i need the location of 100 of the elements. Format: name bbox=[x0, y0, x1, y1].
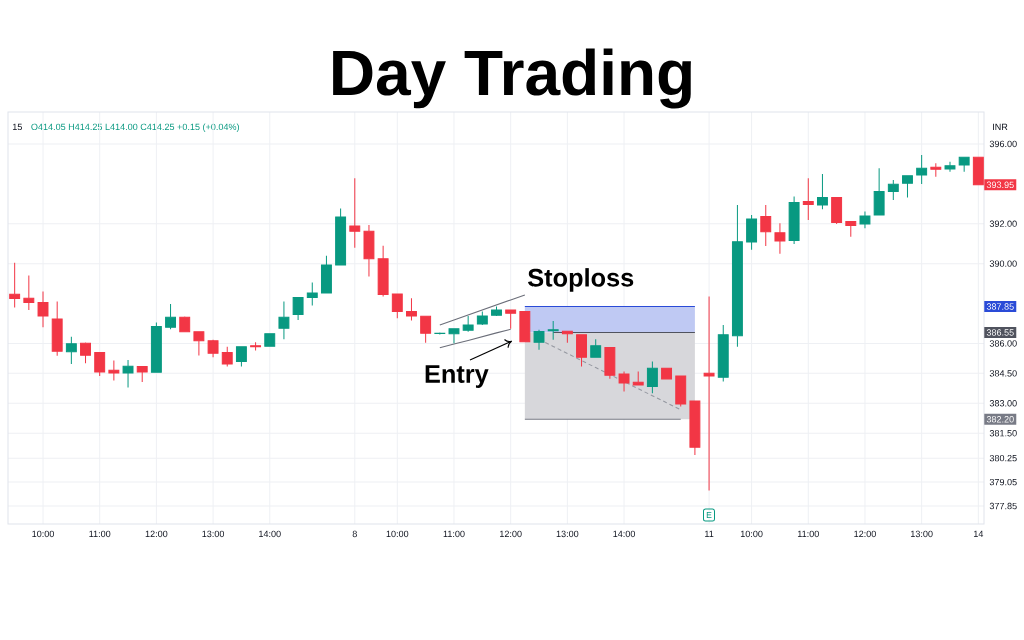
candlestick bbox=[717, 324, 729, 383]
y-tick-label: 390.00 bbox=[989, 260, 1017, 267]
annotation: Entry bbox=[425, 365, 489, 388]
candlestick bbox=[108, 360, 120, 382]
candlestick bbox=[618, 371, 630, 393]
candlestick bbox=[51, 301, 63, 357]
x-tick-label: 10:00 bbox=[740, 530, 763, 538]
candlestick bbox=[306, 282, 318, 307]
candlestick bbox=[80, 341, 91, 364]
candlestick bbox=[476, 311, 488, 326]
candlestick bbox=[845, 221, 857, 238]
annotation: 387.85 bbox=[986, 303, 1014, 310]
candlestick bbox=[632, 371, 644, 387]
candlestick bbox=[816, 173, 828, 210]
candlestick bbox=[264, 333, 276, 347]
candlestick bbox=[179, 316, 191, 333]
annotation: 382.20 bbox=[986, 416, 1014, 423]
x-tick-label: 11 bbox=[705, 530, 714, 537]
candlestick bbox=[150, 321, 162, 374]
annotation: 386.55 bbox=[986, 329, 1014, 336]
candlestick bbox=[760, 204, 772, 247]
candlestick bbox=[859, 211, 871, 229]
candlestick bbox=[462, 315, 474, 333]
candlestick bbox=[235, 345, 247, 368]
y-tick-label: 381.50 bbox=[989, 430, 1017, 437]
candlestick bbox=[37, 291, 49, 328]
candlestick bbox=[65, 336, 77, 365]
y-tick-label: 392.00 bbox=[989, 220, 1017, 227]
x-tick-label: 11:00 bbox=[797, 530, 819, 538]
candlestick bbox=[746, 214, 758, 251]
chart-title: Day Trading bbox=[333, 48, 691, 109]
candlestick bbox=[292, 297, 304, 321]
x-tick-label: 8 bbox=[352, 530, 357, 538]
candlestick bbox=[944, 161, 956, 173]
candlestick bbox=[576, 334, 587, 368]
y-tick-label: 377.85 bbox=[989, 502, 1017, 510]
candlestick bbox=[94, 351, 106, 377]
candlestick bbox=[958, 156, 970, 173]
candlestick bbox=[831, 197, 843, 225]
candlestick bbox=[221, 346, 233, 368]
y-tick-label: 384.50 bbox=[989, 370, 1017, 377]
candlestick bbox=[193, 330, 205, 357]
candlestick bbox=[505, 309, 517, 330]
candlestick bbox=[122, 359, 134, 389]
candlestick bbox=[23, 275, 35, 311]
x-tick-label: 10:00 bbox=[32, 530, 54, 538]
x-tick-label: 13:00 bbox=[911, 530, 933, 538]
candlestick bbox=[136, 365, 148, 383]
candlestick bbox=[887, 179, 899, 201]
x-tick-label: 12:00 bbox=[145, 530, 168, 538]
y-tick-label: 386.00 bbox=[989, 340, 1017, 347]
candlestick bbox=[278, 301, 290, 340]
candlestick bbox=[731, 204, 743, 348]
candlestick bbox=[788, 196, 800, 245]
y-tick-label: 380.25 bbox=[989, 454, 1017, 462]
candlestick bbox=[802, 177, 814, 221]
candlestick bbox=[902, 175, 913, 198]
candlestick bbox=[547, 320, 559, 341]
x-tick-label: 13:00 bbox=[202, 530, 225, 538]
y-tick-label: 379.05 bbox=[989, 478, 1017, 486]
candlestick bbox=[207, 339, 219, 358]
annotation: E bbox=[706, 512, 712, 518]
candlestick bbox=[406, 297, 417, 321]
candlestick bbox=[377, 245, 389, 298]
x-tick-label: 11:00 bbox=[443, 530, 465, 538]
candlestick bbox=[335, 208, 347, 266]
y-tick-label: 383.00 bbox=[989, 400, 1017, 407]
candlestick bbox=[391, 293, 403, 319]
candlestick bbox=[916, 154, 928, 185]
x-tick-label: 13:00 bbox=[556, 530, 579, 538]
candlestick bbox=[930, 162, 942, 178]
candlestick bbox=[320, 255, 332, 294]
text: 15 bbox=[12, 123, 22, 131]
candlestick bbox=[703, 296, 715, 491]
candlestick bbox=[519, 311, 531, 343]
annotation: 393.95 bbox=[986, 181, 1014, 189]
candlestick bbox=[774, 222, 786, 255]
candlestick bbox=[689, 400, 701, 456]
candlestick bbox=[561, 330, 573, 344]
candlestick bbox=[661, 367, 673, 380]
candlestick bbox=[604, 346, 616, 380]
candlestick bbox=[165, 303, 177, 330]
candlestick bbox=[420, 315, 432, 344]
x-tick-label: 14:00 bbox=[613, 530, 636, 538]
x-tick-label: 11:00 bbox=[89, 530, 111, 538]
candlestick bbox=[448, 328, 460, 344]
candlestick bbox=[9, 262, 21, 309]
y-tick-label: 396.00 bbox=[989, 140, 1017, 148]
candlestick bbox=[533, 329, 545, 351]
candlestick bbox=[646, 361, 658, 394]
annotation: O414.05 H414.25 L414.00 C414.25 +0.15 (+0.04%) bbox=[31, 123, 239, 132]
x-tick-label: 14:00 bbox=[259, 530, 281, 538]
candlestick bbox=[363, 224, 375, 278]
annotation: Stoploss bbox=[528, 268, 634, 292]
candlestick bbox=[590, 338, 602, 358]
candlestick bbox=[873, 167, 885, 216]
candlestick bbox=[250, 341, 262, 352]
candlestick bbox=[675, 375, 687, 407]
x-tick-label: 12:00 bbox=[500, 530, 522, 538]
candlestick bbox=[491, 306, 502, 317]
